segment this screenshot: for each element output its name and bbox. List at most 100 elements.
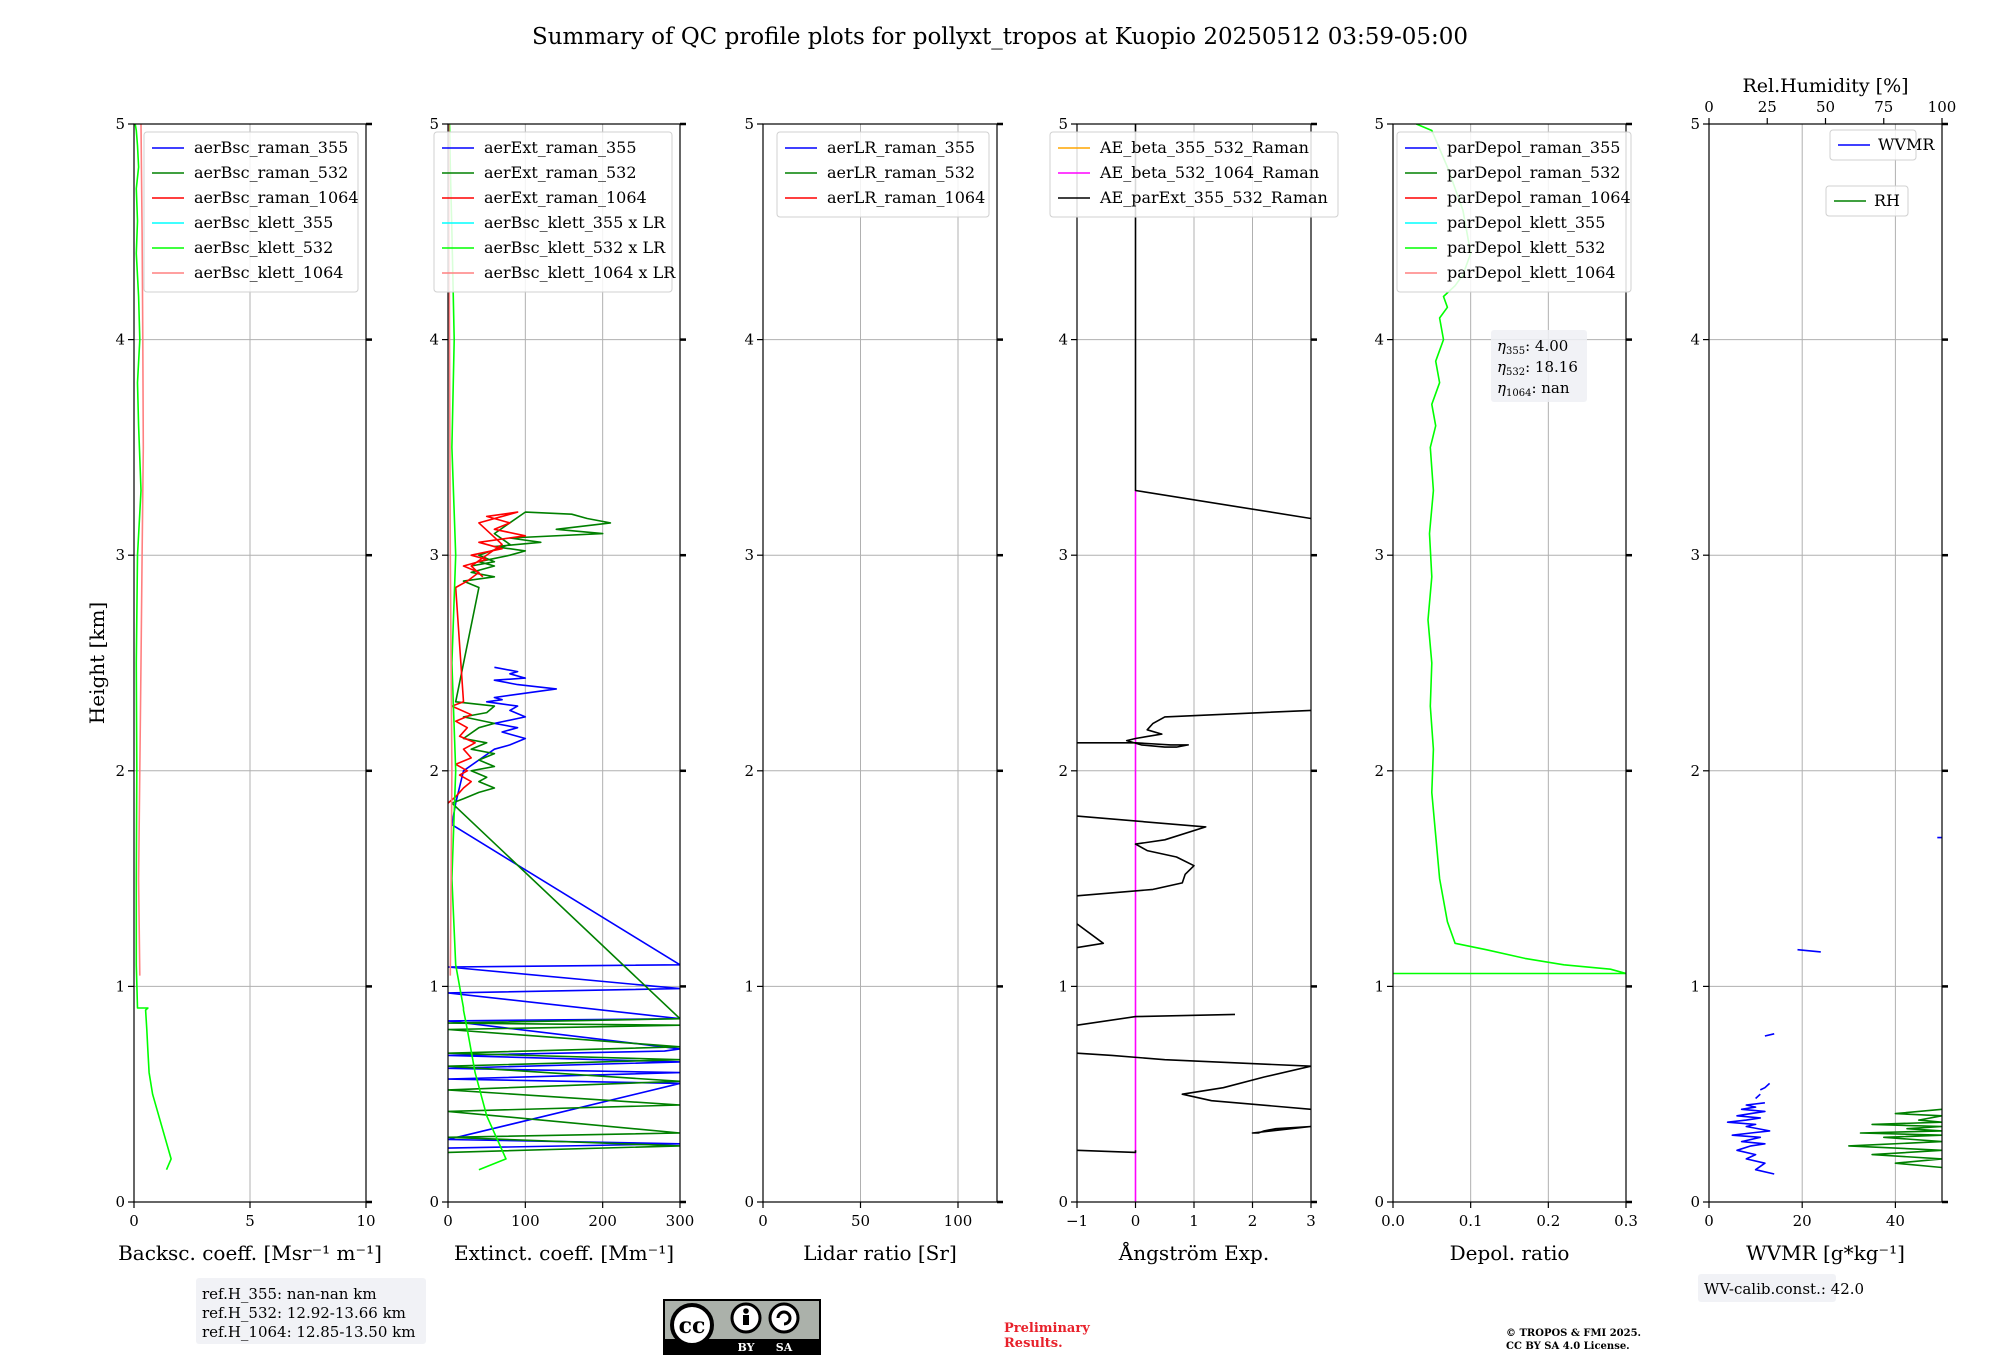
y-tick-label: 1 [1374, 977, 1384, 995]
copyright-note: © TROPOS & FMI 2025. CC BY SA 4.0 Licens… [1506, 1328, 1641, 1352]
y-tick-label: 2 [115, 762, 125, 780]
y-tick-label: 3 [115, 546, 125, 564]
y-tick-label: 3 [1690, 546, 1700, 564]
y-tick-label: 0 [1058, 1193, 1068, 1211]
legend-label: aerBsc_klett_1064 [194, 263, 343, 282]
legend-label: parDepol_raman_355 [1447, 138, 1620, 157]
x-tick-label: 0 [758, 1212, 768, 1230]
y-tick-label: 0 [115, 1193, 125, 1211]
y-tick-label: 2 [1374, 762, 1384, 780]
y-tick-label: 5 [744, 115, 754, 133]
x-tick-label: 0 [1704, 1212, 1714, 1230]
ref-height-355: ref.H_355: nan-nan km [202, 1285, 377, 1303]
y-tick-label: 4 [1374, 331, 1384, 349]
y-tick-label: 2 [1058, 762, 1068, 780]
axes-frame [447, 123, 681, 1203]
series-line-aerbsc-klett-532 [134, 124, 172, 1171]
y-tick-label: 5 [1690, 115, 1700, 133]
y-tick-label: 4 [744, 331, 754, 349]
preliminary-line1: Preliminary [1004, 1321, 1090, 1336]
y-tick-label: 4 [115, 331, 125, 349]
x2-tick-label: 0 [1704, 98, 1714, 116]
y-tick-label: 2 [744, 762, 754, 780]
series-group [1726, 836, 1942, 1175]
y-tick-label: 1 [1058, 977, 1068, 995]
series-group [134, 124, 172, 1171]
legend-label: aerBsc_klett_355 [194, 213, 333, 232]
series-line-rh [1848, 1108, 1942, 1169]
legend-label: AE_parExt_355_532_Raman [1099, 188, 1328, 207]
panel-depolarization: 0.0 0.1 0.2 0.3 0 1 2 3 4 5 Depol. ratio parDepol_r… [1374, 115, 1637, 1265]
legend-backscatter: aerBsc_raman_355 aerBsc_raman_532 aerBsc_r… [143, 131, 359, 293]
legend-label: parDepol_raman_1064 [1447, 188, 1631, 207]
ref-height-532: ref.H_532: 12.92-13.66 km [202, 1304, 406, 1322]
x-tick-label: 300 [666, 1212, 695, 1230]
y-tick-label: 4 [1058, 331, 1068, 349]
series-line-aerbsc-klett-1064-x-lr [448, 124, 453, 976]
y-tick-label: 3 [1058, 546, 1068, 564]
panel-lidar-ratio: 0 50 100 0 1 2 3 4 5 Lidar ratio [Sr] aerLR_raman_… [744, 115, 1003, 1265]
legend-label: AE_beta_355_532_Raman [1099, 138, 1309, 157]
x-tick-label: 20 [1793, 1212, 1812, 1230]
y-tick-label: 4 [429, 331, 439, 349]
series-line-ae-parext-355-532-raman [1077, 124, 1311, 1154]
x-tick-label: 200 [588, 1212, 617, 1230]
eta-532-label: η532: 18.16 [1497, 358, 1578, 378]
x-tick-label: 5 [245, 1212, 255, 1230]
series-line-aerext-raman-355 [448, 666, 680, 1149]
legend-rh: RH [1825, 185, 1909, 217]
x-tick-label: −1 [1066, 1212, 1088, 1230]
copyright-line1: © TROPOS & FMI 2025. [1506, 1328, 1641, 1339]
reference-heights-box: ref.H_355: nan-nan km ref.H_532: 12.92-1… [196, 1278, 426, 1344]
x-tick-label: 0 [129, 1212, 139, 1230]
x-axis-label: Ångström Exp. [1118, 1240, 1269, 1265]
x-axis-label: Depol. ratio [1450, 1241, 1570, 1265]
legend-label: aerBsc_klett_532 x LR [484, 238, 666, 257]
axes-frame [762, 123, 998, 1203]
y-tick-label: 1 [115, 977, 125, 995]
legend-label: aerBsc_raman_355 [194, 138, 348, 157]
y-tick-label: 2 [1690, 762, 1700, 780]
legend-label: parDepol_raman_532 [1447, 163, 1620, 182]
y-tick-label: 3 [429, 546, 439, 564]
y-tick-label: 0 [1690, 1193, 1700, 1211]
x-tick-label: 100 [944, 1212, 973, 1230]
legend-label: aerBsc_klett_355 x LR [484, 213, 666, 232]
x-axis-label: Backsc. coeff. [Msr⁻¹ m⁻¹] [118, 1241, 382, 1265]
x-tick-label: 0.0 [1381, 1212, 1405, 1230]
y-tick-label: 5 [1058, 115, 1068, 133]
x-axis-label: WVMR [g*kg⁻¹] [1746, 1241, 1905, 1265]
panel-backscatter: 0 5 10 0 1 2 3 4 5 Backsc. coeff. [Msr⁻¹ m⁻¹] Heig… [85, 115, 382, 1265]
sa-share-icon [768, 1302, 800, 1334]
legend-label: aerExt_raman_1064 [484, 188, 647, 207]
x2-tick-label: 25 [1758, 98, 1777, 116]
x2-tick-label: 100 [1928, 98, 1957, 116]
y-tick-label: 1 [1690, 977, 1700, 995]
legend-lidar-ratio: aerLR_raman_355 aerLR_raman_532 aerLR_rama… [776, 131, 990, 218]
x-tick-label: 40 [1886, 1212, 1905, 1230]
figure-title: Summary of QC profile plots for pollyxt_… [532, 24, 1468, 50]
y-tick-label: 3 [1374, 546, 1384, 564]
x-axis-label: Lidar ratio [Sr] [803, 1241, 957, 1265]
eta-355-label: η355: 4.00 [1497, 337, 1568, 357]
legend-label: WVMR [1878, 135, 1935, 154]
y-tick-label: 3 [744, 546, 754, 564]
wv-calibration-box: WV-calib.const.: 42.0 [1698, 1274, 1864, 1302]
axes-frame [1708, 123, 1943, 1203]
axes-frame [1392, 123, 1627, 1203]
x-tick-label: 10 [356, 1212, 375, 1230]
series-line-aerext-raman-1064 [448, 511, 527, 804]
y-tick-label: 0 [429, 1193, 439, 1211]
series-group [1077, 124, 1311, 1202]
series-line-wvmr [1726, 836, 1942, 1175]
x-tick-label: 0 [443, 1212, 453, 1230]
y-tick-label: 0 [1374, 1193, 1384, 1211]
series-line-aerbsc-klett-1064 [137, 124, 145, 976]
preliminary-results-note: Preliminary Results. [1004, 1321, 1090, 1351]
x-tick-label: 0.2 [1536, 1212, 1560, 1230]
y-axis-label: Height [km] [85, 602, 109, 724]
x-tick-label: 100 [511, 1212, 540, 1230]
wv-calibration-label: WV-calib.const.: 42.0 [1704, 1280, 1864, 1298]
eta-annotation: η355: 4.00 η532: 18.16 η1064: nan [1491, 330, 1587, 402]
